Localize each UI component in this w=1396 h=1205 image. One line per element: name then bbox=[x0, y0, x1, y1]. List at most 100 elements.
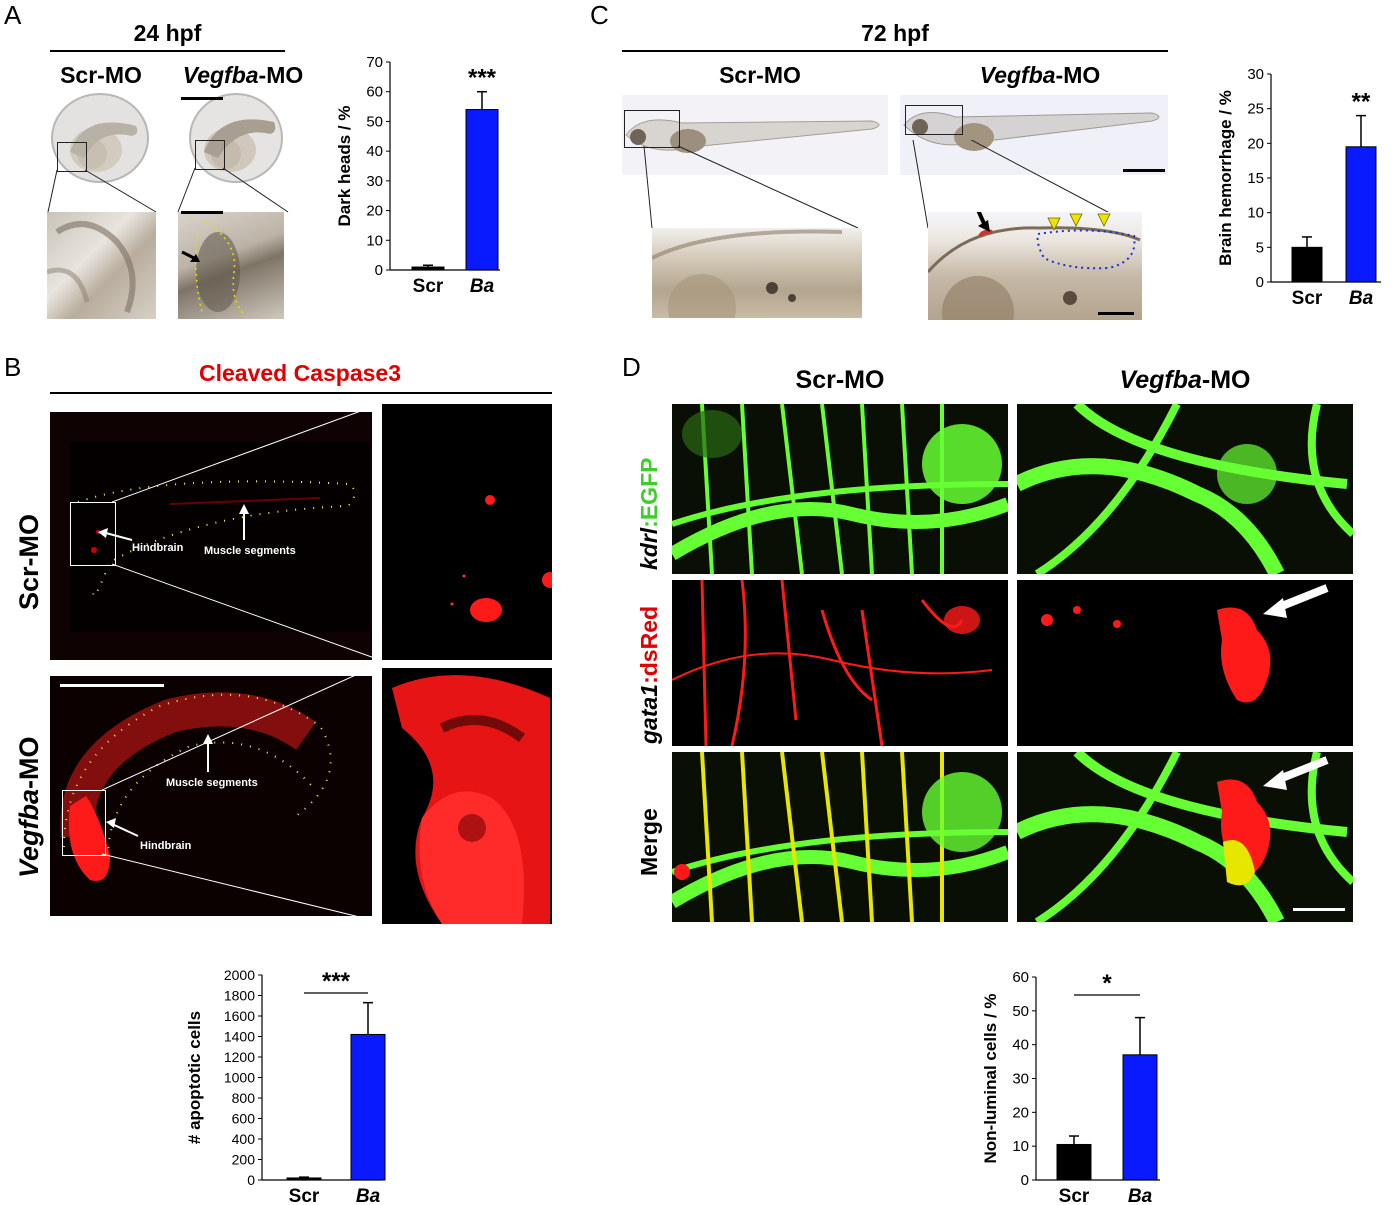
panel-d-col2-gene: Vegfba bbox=[1119, 366, 1202, 394]
significance-mark: ** bbox=[1352, 89, 1371, 116]
zoom-box-a1 bbox=[57, 142, 87, 172]
y-axis-label: # apoptotic cells bbox=[185, 1011, 204, 1144]
scale-bar-a-zoom bbox=[181, 211, 223, 214]
y-tick-label: 2000 bbox=[224, 967, 255, 983]
label-hindbrain-vegfba: Hindbrain bbox=[140, 840, 192, 852]
embryo-vegfba-24hpf-image bbox=[178, 92, 294, 192]
chart-b-apoptotic-cells: 0 200 400 600 800 1000 1200 1400 1600 1800 2000 # a… bbox=[185, 967, 386, 1205]
larva-scr-72hpf-image bbox=[622, 95, 888, 175]
zoom-scr-head-image bbox=[47, 212, 156, 319]
panel-b-row2-suffix: -MO bbox=[14, 736, 44, 789]
panel-d-col2: Vegfba-MO bbox=[1080, 366, 1290, 395]
panel-a-col2-gene: Vegfba bbox=[182, 62, 259, 88]
x-tick-label: Ba bbox=[470, 276, 495, 297]
panel-b-header: Cleaved Caspase3 bbox=[198, 360, 401, 386]
bar-scr bbox=[1056, 1143, 1092, 1181]
panel-d-row2-label: gata1:dsRed bbox=[636, 606, 663, 744]
panel-b-row2-gene: Vegfba bbox=[14, 788, 44, 878]
panel-b-row2-label: Vegfba-MO bbox=[14, 737, 45, 879]
label-hindbrain-scr: Hindbrain bbox=[132, 542, 184, 554]
panel-a-col2-suffix: -MO bbox=[258, 62, 304, 88]
y-tick-label: 60 bbox=[366, 84, 383, 101]
y-tick-label: 600 bbox=[232, 1111, 256, 1127]
panel-a-col2: Vegfba-MO bbox=[178, 62, 308, 89]
x-tick-label: Ba bbox=[356, 1186, 381, 1205]
y-tick-label: 40 bbox=[366, 143, 383, 160]
merge-scr-image bbox=[672, 752, 1008, 922]
kdrl-scr-image bbox=[672, 404, 1008, 574]
zoom-scr-72hpf-head-image bbox=[652, 228, 862, 318]
panel-letter-b: B bbox=[4, 352, 22, 382]
y-tick-label: 60 bbox=[1012, 969, 1029, 986]
scale-bar-b bbox=[60, 684, 164, 687]
y-tick-label: 40 bbox=[1012, 1037, 1029, 1054]
panel-d-row1-gene: kdrl bbox=[636, 527, 662, 570]
bar-scr bbox=[411, 266, 445, 271]
x-tick-label: Ba bbox=[1349, 288, 1374, 309]
y-axis-label: Dark heads / % bbox=[335, 106, 354, 227]
significance-mark: * bbox=[1102, 970, 1112, 997]
scale-bar-a bbox=[181, 97, 223, 100]
panel-letter-d: D bbox=[622, 352, 641, 382]
kdrl-vegfba-image bbox=[1017, 404, 1353, 574]
gata1-scr-image bbox=[672, 580, 1008, 746]
panel-c-header: 72 hpf bbox=[861, 20, 929, 46]
y-tick-label: 0 bbox=[375, 262, 383, 279]
y-tick-label: 1000 bbox=[224, 1070, 255, 1086]
panel-d-col1: Scr-MO bbox=[795, 366, 885, 394]
zoom-lines-b1 bbox=[112, 404, 381, 660]
x-tick-label: Scr bbox=[1292, 288, 1323, 309]
y-tick-label: 1600 bbox=[224, 1008, 255, 1024]
zoom-box-c2 bbox=[905, 105, 963, 135]
panel-b-row1-label: Scr-MO bbox=[14, 513, 44, 610]
panel-c-col1: Scr-MO bbox=[719, 62, 801, 88]
panel-c-col2-suffix: -MO bbox=[1055, 62, 1101, 88]
panel-d-col2-suffix: -MO bbox=[1201, 366, 1251, 394]
caspase-vegfba-whole-image bbox=[50, 676, 372, 916]
gata1-vegfba-image bbox=[1017, 580, 1353, 746]
arrows-b1 bbox=[98, 504, 249, 541]
panel-letter-c: C bbox=[590, 0, 609, 30]
y-tick-label: 5 bbox=[1256, 239, 1264, 256]
zoom-lines-a bbox=[47, 167, 289, 213]
y-tick-label: 20 bbox=[1247, 135, 1264, 152]
panel-d-row3-label: Merge bbox=[636, 808, 662, 876]
panel-c-col2-gene: Vegfba bbox=[979, 62, 1056, 88]
y-tick-label: 1800 bbox=[224, 988, 255, 1004]
zoom-vegfba-head-image bbox=[178, 212, 284, 319]
panel-a-rule bbox=[50, 50, 285, 52]
x-tick-label: Ba bbox=[1128, 1186, 1153, 1205]
y-tick-label: 50 bbox=[366, 113, 383, 130]
chart-c-brain-hemorrhage: 0 5 10 15 20 25 30 Brain hemorrhage / % Scr Ba ** bbox=[1216, 66, 1381, 309]
panel-a-header: 24 hpf bbox=[133, 20, 202, 46]
y-tick-label: 30 bbox=[1247, 66, 1264, 83]
y-tick-label: 0 bbox=[1021, 1172, 1029, 1189]
y-tick-label: 30 bbox=[366, 173, 383, 190]
y-tick-label: 800 bbox=[232, 1090, 256, 1106]
label-muscle-vegfba: Muscle segments bbox=[166, 777, 258, 789]
significance-mark: *** bbox=[322, 968, 351, 995]
caspase-scr-whole-image bbox=[50, 412, 372, 660]
y-tick-label: 30 bbox=[1012, 1071, 1029, 1088]
chart-a-dark-heads: 0 10 20 30 40 50 60 70 Dark heads / % Scr Ba *** bbox=[335, 54, 500, 297]
zoom-box-c1 bbox=[624, 110, 680, 148]
y-tick-label: 20 bbox=[1012, 1104, 1029, 1121]
x-tick-label: Scr bbox=[1059, 1186, 1090, 1205]
y-tick-label: 200 bbox=[232, 1152, 256, 1168]
arrows-b2 bbox=[106, 734, 213, 837]
bar-ba bbox=[465, 109, 499, 271]
panel-b-rule bbox=[50, 392, 552, 394]
zoom-lines-b2 bbox=[102, 664, 381, 923]
zoom-box-b2 bbox=[62, 790, 106, 856]
y-tick-label: 400 bbox=[232, 1131, 256, 1147]
y-tick-label: 70 bbox=[366, 54, 383, 71]
label-muscle-scr: Muscle segments bbox=[204, 545, 296, 557]
zoom-box-a2 bbox=[195, 140, 225, 170]
y-tick-label: 50 bbox=[1012, 1003, 1029, 1020]
y-axis-label: Non-luminal cells / % bbox=[981, 993, 1000, 1163]
y-tick-label: 10 bbox=[366, 232, 383, 249]
panel-c-col2: Vegfba-MO bbox=[950, 62, 1130, 89]
y-tick-label: 10 bbox=[1247, 205, 1264, 222]
panel-d-row1-label: kdrl:EGFP bbox=[636, 458, 663, 570]
bar-ba bbox=[1345, 146, 1377, 283]
